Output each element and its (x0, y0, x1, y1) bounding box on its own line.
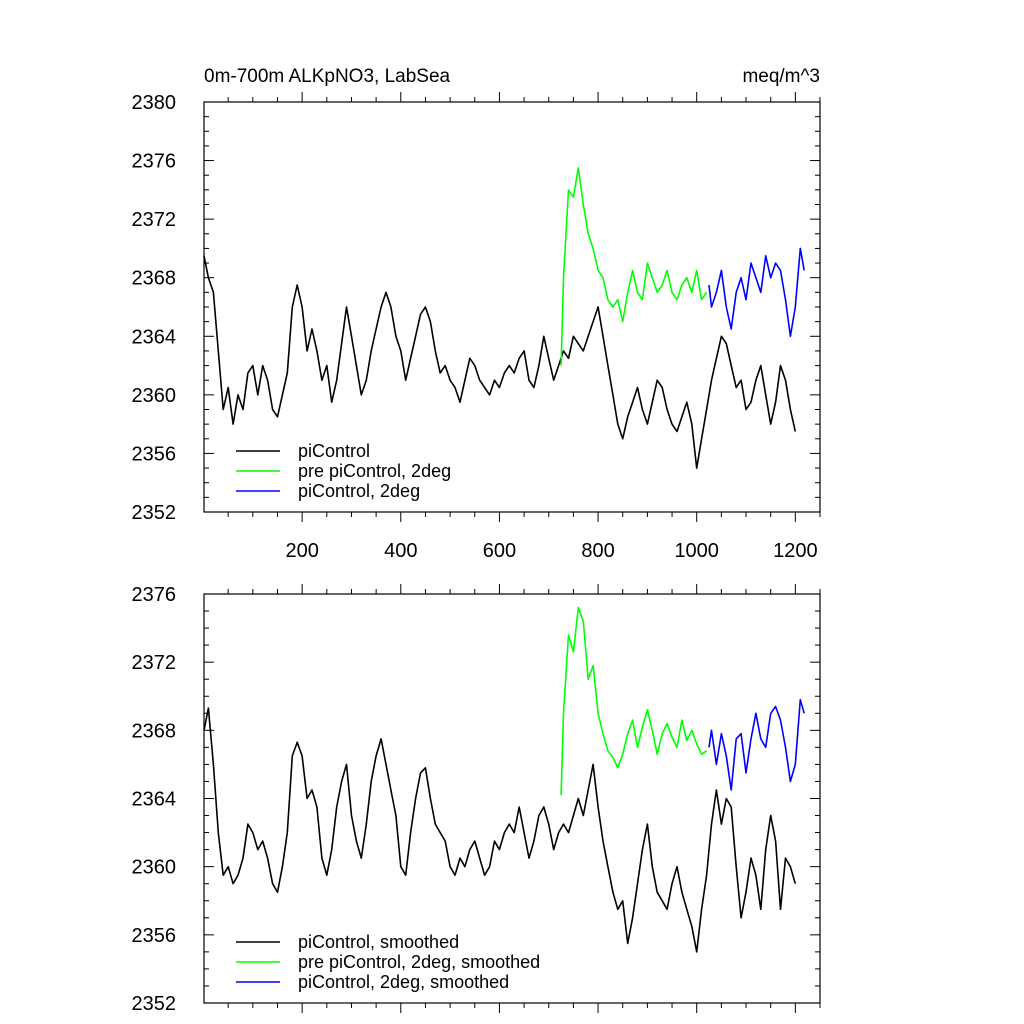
x-tick-label: 600 (483, 540, 516, 562)
series-line-1 (203, 255, 797, 469)
series-line-3 (708, 247, 805, 338)
series-line-1 (203, 707, 797, 953)
y-tick-label: 2352 (132, 993, 177, 1015)
bottom-panel: 2352 2356 2360 2364 2368 2372 2376 piControl, s… (132, 584, 821, 1015)
y-tick-label: 2380 (132, 92, 177, 114)
x-tick-label: 200 (285, 540, 318, 562)
y-tick-label: 2356 (132, 443, 177, 465)
legend-label: piControl, 2deg, smoothed (298, 972, 509, 992)
y-tick-label: 2364 (132, 789, 177, 811)
legend-label: piControl, smoothed (298, 932, 459, 952)
x-tick-label: 1000 (674, 540, 719, 562)
y-tick-label: 2376 (132, 151, 177, 173)
y-tick-label: 2368 (132, 720, 177, 742)
series-line-3 (708, 698, 805, 791)
legend-label: pre piControl, 2deg, smoothed (298, 952, 540, 972)
y-tick-label: 2372 (132, 209, 177, 231)
y-tick-label: 2356 (132, 925, 177, 947)
top-panel: 200 400 600 800 1000 1200 2352 2356 2360 2364 2368… (132, 92, 821, 562)
legend-label: pre piControl, 2deg (298, 461, 451, 481)
y-tick-label: 2360 (132, 385, 177, 407)
y-tick-label: 2364 (132, 326, 177, 348)
chart-title: 0m-700m ALKpNO3, LabSea (204, 66, 451, 87)
x-tick-label: 1200 (773, 540, 818, 562)
y-tick-label: 2360 (132, 857, 177, 879)
y-tick-label: 2372 (132, 652, 177, 674)
legend-label: piControl, 2deg (298, 481, 420, 501)
legend-label: piControl (298, 441, 370, 461)
plot-frame (203, 101, 821, 513)
y-tick-label: 2376 (132, 584, 177, 606)
plot-frame (203, 593, 821, 1004)
y-tick-label: 2352 (132, 502, 177, 524)
x-tick-label: 400 (384, 540, 417, 562)
x-tick-label: 800 (581, 540, 614, 562)
series-line-2 (560, 606, 708, 796)
units-label: meq/m^3 (742, 66, 820, 87)
y-tick-label: 2368 (132, 268, 177, 290)
series-line-2 (560, 167, 708, 366)
